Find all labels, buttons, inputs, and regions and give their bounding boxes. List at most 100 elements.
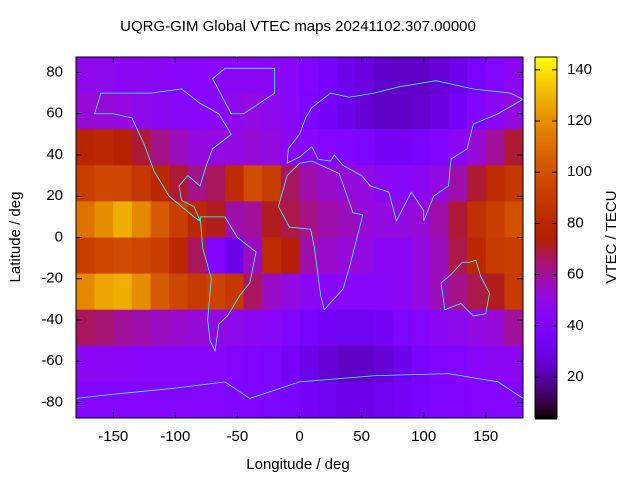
colorbar-swatch xyxy=(535,331,557,334)
colorbar-swatch xyxy=(535,131,557,134)
heatmap-cell xyxy=(262,237,282,275)
heatmap-cell xyxy=(187,93,207,130)
heatmap-cell xyxy=(467,309,487,347)
colorbar-swatch xyxy=(535,363,557,366)
heatmap-cell xyxy=(318,57,338,94)
colorbar-swatch xyxy=(535,181,557,184)
colorbar-swatch xyxy=(535,125,557,128)
heatmap-cell xyxy=(280,309,300,347)
heatmap-cell xyxy=(411,93,431,130)
colorbar-swatch xyxy=(535,367,557,370)
heatmap-cell xyxy=(392,237,412,275)
heatmap-cell xyxy=(113,273,133,311)
heatmap-cell xyxy=(113,165,133,202)
colorbar-swatch xyxy=(535,305,557,308)
colorbar-swatch xyxy=(535,347,557,350)
heatmap-cell xyxy=(318,129,338,166)
heatmap-cell xyxy=(76,93,96,130)
heatmap-cell xyxy=(467,201,487,238)
colorbar-swatch xyxy=(535,187,557,190)
colorbar-swatch xyxy=(535,241,557,244)
heatmap-cell xyxy=(299,381,319,418)
heatmap-cell xyxy=(299,309,319,347)
colorbar-swatch xyxy=(535,229,557,232)
colorbar-swatch xyxy=(535,191,557,194)
heatmap-cell xyxy=(206,93,226,130)
heatmap-cell xyxy=(243,345,263,383)
heatmap-cell xyxy=(262,309,282,347)
heatmap-cell xyxy=(76,165,96,202)
heatmap-cell xyxy=(467,345,487,383)
heatmap-cell xyxy=(94,309,114,347)
colorbar-swatch xyxy=(535,311,557,314)
y-axis-label: Latitude / deg xyxy=(7,192,24,283)
heatmap-cell xyxy=(355,237,375,275)
colorbar-swatch xyxy=(535,213,557,216)
colorbar-swatch xyxy=(535,395,557,398)
colorbar-swatch xyxy=(535,71,557,74)
heatmap-cell xyxy=(374,273,394,311)
heatmap-cell xyxy=(280,201,300,238)
colorbar-swatch xyxy=(535,281,557,284)
colorbar-swatch xyxy=(535,267,557,270)
heatmap-cell xyxy=(113,237,133,275)
colorbar-swatch xyxy=(535,199,557,202)
x-tick-label: -50 xyxy=(227,428,249,445)
heatmap-cell xyxy=(206,165,226,202)
colorbar-swatch xyxy=(535,323,557,326)
heatmap-cell xyxy=(169,345,189,383)
colorbar-swatch xyxy=(535,259,557,262)
heatmap-cell xyxy=(225,309,245,347)
heatmap-cell xyxy=(448,273,468,311)
colorbar-swatch xyxy=(535,307,557,310)
colorbar-swatch xyxy=(535,289,557,292)
heatmap-cell xyxy=(504,129,523,166)
heatmap-cell xyxy=(318,165,338,202)
colorbar-swatch xyxy=(535,151,557,154)
colorbar-swatch xyxy=(535,361,557,364)
heatmap-cell xyxy=(504,381,523,418)
colorbar-swatch xyxy=(535,207,557,210)
heatmap-cell xyxy=(336,93,356,130)
colorbar-swatch xyxy=(535,143,557,146)
heatmap-cell xyxy=(429,165,449,202)
heatmap-cell xyxy=(374,345,394,383)
heatmap-cell xyxy=(485,381,505,418)
colorbar-swatch xyxy=(535,277,557,280)
colorbar-swatch xyxy=(535,109,557,112)
heatmap-cell xyxy=(187,309,207,347)
colorbar-swatch xyxy=(535,321,557,324)
colorbar-swatch xyxy=(535,377,557,380)
heatmap-cell xyxy=(467,165,487,202)
colorbar-swatch xyxy=(535,399,557,402)
heatmap-cell xyxy=(374,57,394,94)
colorbar-swatch xyxy=(535,73,557,76)
colorbar-swatch xyxy=(535,287,557,290)
colorbar-swatch xyxy=(535,231,557,234)
heatmap-cell xyxy=(150,237,170,275)
colorbar-swatch xyxy=(535,235,557,238)
colorbar-swatch xyxy=(535,89,557,92)
heatmap-cell xyxy=(94,57,114,94)
colorbar-swatch xyxy=(535,85,557,88)
colorbar-swatch xyxy=(535,285,557,288)
x-tick-label: 150 xyxy=(473,428,498,445)
heatmap-cell xyxy=(355,345,375,383)
heatmap-cell xyxy=(374,165,394,202)
colorbar-swatch xyxy=(535,327,557,330)
heatmap-cell xyxy=(336,165,356,202)
y-tick-label: 80 xyxy=(46,63,63,80)
colorbar-swatch xyxy=(535,99,557,102)
colorbar-swatch xyxy=(535,173,557,176)
colorbar-tick-label: 60 xyxy=(567,266,584,283)
colorbar-swatch xyxy=(535,345,557,348)
heatmap-cell xyxy=(467,381,487,418)
heatmap-cell xyxy=(485,345,505,383)
colorbar-swatch xyxy=(535,175,557,178)
colorbar-swatch xyxy=(535,61,557,64)
colorbar-swatch xyxy=(535,365,557,368)
heatmap-cell xyxy=(94,201,114,238)
colorbar-swatch xyxy=(535,325,557,328)
colorbar-swatch xyxy=(535,313,557,316)
heatmap-cell xyxy=(504,93,523,130)
